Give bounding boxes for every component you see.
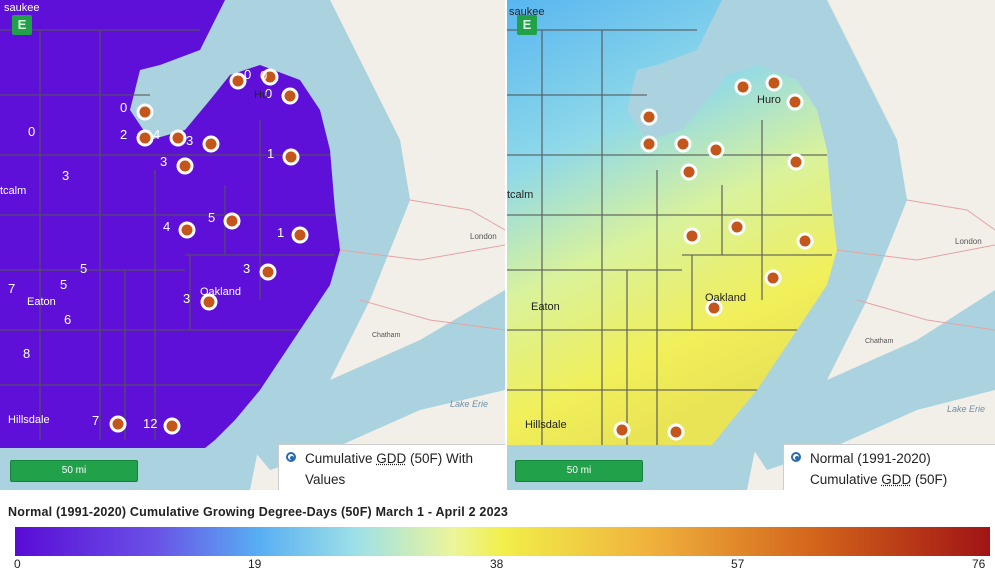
colorbar-tick: 57	[731, 557, 745, 571]
radio-icon[interactable]	[286, 452, 296, 462]
station-value: 0	[120, 100, 127, 115]
layer-legend[interactable]: Normal (1991-2020) Cumulative GDD (50F)	[783, 444, 995, 490]
station-value: 5	[208, 210, 215, 225]
station-value: 2	[120, 127, 127, 142]
lake-erie-water	[245, 290, 505, 470]
legend-text: Cumulative	[810, 472, 882, 487]
roads-left	[339, 199, 505, 331]
grid-value: 7	[8, 281, 15, 296]
michigan-gdd-layer	[507, 0, 837, 445]
label-hillsdale: Hillsdale	[8, 414, 50, 426]
michigan-south-strip	[0, 440, 215, 448]
label-oakland: Oakland	[200, 286, 241, 298]
grid-value: 8	[23, 346, 30, 361]
label-hillsdale: Hillsdale	[525, 419, 567, 431]
label-london: London	[470, 232, 497, 241]
legend-text: (50F) With	[406, 451, 474, 466]
colorbar-title: Normal (1991-2020) Cumulative Growing De…	[8, 505, 509, 519]
label-huron: Huro	[757, 94, 781, 106]
colorbar-tick: 38	[490, 557, 504, 571]
station-value: 0	[265, 86, 272, 101]
station-value: 0	[260, 68, 267, 83]
station-labels-left: 0 0 0 0 2 4 3 3 1 5 4 1 3 3 7 12	[92, 67, 284, 431]
colorbar-tick: 0	[14, 557, 21, 571]
station-value: 3	[183, 291, 190, 306]
map-canvas-left[interactable]: 0 0 0 0 2 4 3 3 1 5 4 1 3 3 7 12 0 3 5 5…	[0, 0, 505, 490]
legend-line-1: Cumulative GDD (50F) With	[305, 448, 505, 469]
legend-line-2: Values	[305, 472, 346, 487]
station-value: 1	[277, 225, 284, 240]
station-value: 0	[244, 67, 251, 82]
station-value: 1	[267, 146, 274, 161]
label-eaton: Eaton	[531, 301, 560, 313]
lake-erie-water	[747, 290, 995, 470]
label-oakland: Oakland	[705, 292, 746, 304]
scale-bar: 50 mi	[10, 460, 138, 482]
label-calm: tcalm	[507, 189, 533, 201]
grid-values-left: 0 3 5 5 7 6 8	[8, 124, 87, 361]
map-panel-left[interactable]: 0 0 0 0 2 4 3 3 1 5 4 1 3 3 7 12 0 3 5 5…	[0, 0, 505, 490]
roads-right	[836, 199, 995, 331]
legend-line-2: Cumulative GDD (50F)	[810, 469, 988, 490]
station-value: 3	[186, 133, 193, 148]
grid-value: 0	[28, 124, 35, 139]
label-eaton: Eaton	[27, 296, 56, 308]
station-value: 3	[160, 154, 167, 169]
label-chatham: Chatham	[865, 338, 894, 345]
colorbar-tick: 76	[972, 557, 986, 571]
colorbar-tick: 19	[248, 557, 262, 571]
station-markers-right	[613, 74, 814, 441]
station-value: 12	[143, 416, 157, 431]
legend-text: Cumulative	[305, 451, 377, 466]
grid-value: 3	[62, 168, 69, 183]
colorbar	[15, 527, 990, 556]
station-value: 3	[243, 261, 250, 276]
legend-abbr: GDD	[881, 472, 912, 487]
label-erie: Lake Erie	[947, 404, 985, 414]
layer-toggle-button[interactable]: E	[517, 15, 537, 35]
label-saukee: saukee	[4, 2, 39, 14]
legend-line-1: Normal (1991-2020)	[810, 451, 931, 466]
place-labels-right: saukee Huro tcalm Eaton Oakland Hillsdal…	[507, 6, 985, 431]
radio-icon[interactable]	[791, 452, 801, 462]
place-labels-left: saukee Hu tcalm Eaton Oakland Hillsdale …	[0, 2, 497, 426]
station-value: 4	[153, 127, 160, 142]
map-panel-right[interactable]: saukee Huro tcalm Eaton Oakland Hillsdal…	[507, 0, 995, 490]
county-borders-right	[507, 29, 832, 445]
label-chatham: Chatham	[372, 332, 401, 339]
station-value: 7	[92, 413, 99, 428]
label-calm: tcalm	[0, 185, 26, 197]
station-value: 4	[163, 219, 170, 234]
legend-text: (50F)	[911, 472, 948, 487]
layer-legend[interactable]: Cumulative GDD (50F) With Values	[278, 444, 505, 490]
layer-toggle-button[interactable]: E	[12, 15, 32, 35]
legend-abbr: GDD	[376, 451, 407, 466]
grid-value: 5	[80, 261, 87, 276]
map-canvas-right[interactable]: saukee Huro tcalm Eaton Oakland Hillsdal…	[507, 0, 995, 490]
scale-bar: 50 mi	[515, 460, 643, 482]
grid-value: 5	[60, 277, 67, 292]
label-huron: Hu	[254, 89, 268, 101]
grid-value: 6	[64, 312, 71, 327]
label-london: London	[955, 237, 982, 246]
label-erie: Lake Erie	[450, 399, 488, 409]
station-markers-left	[109, 68, 309, 435]
county-borders-left	[0, 29, 335, 440]
